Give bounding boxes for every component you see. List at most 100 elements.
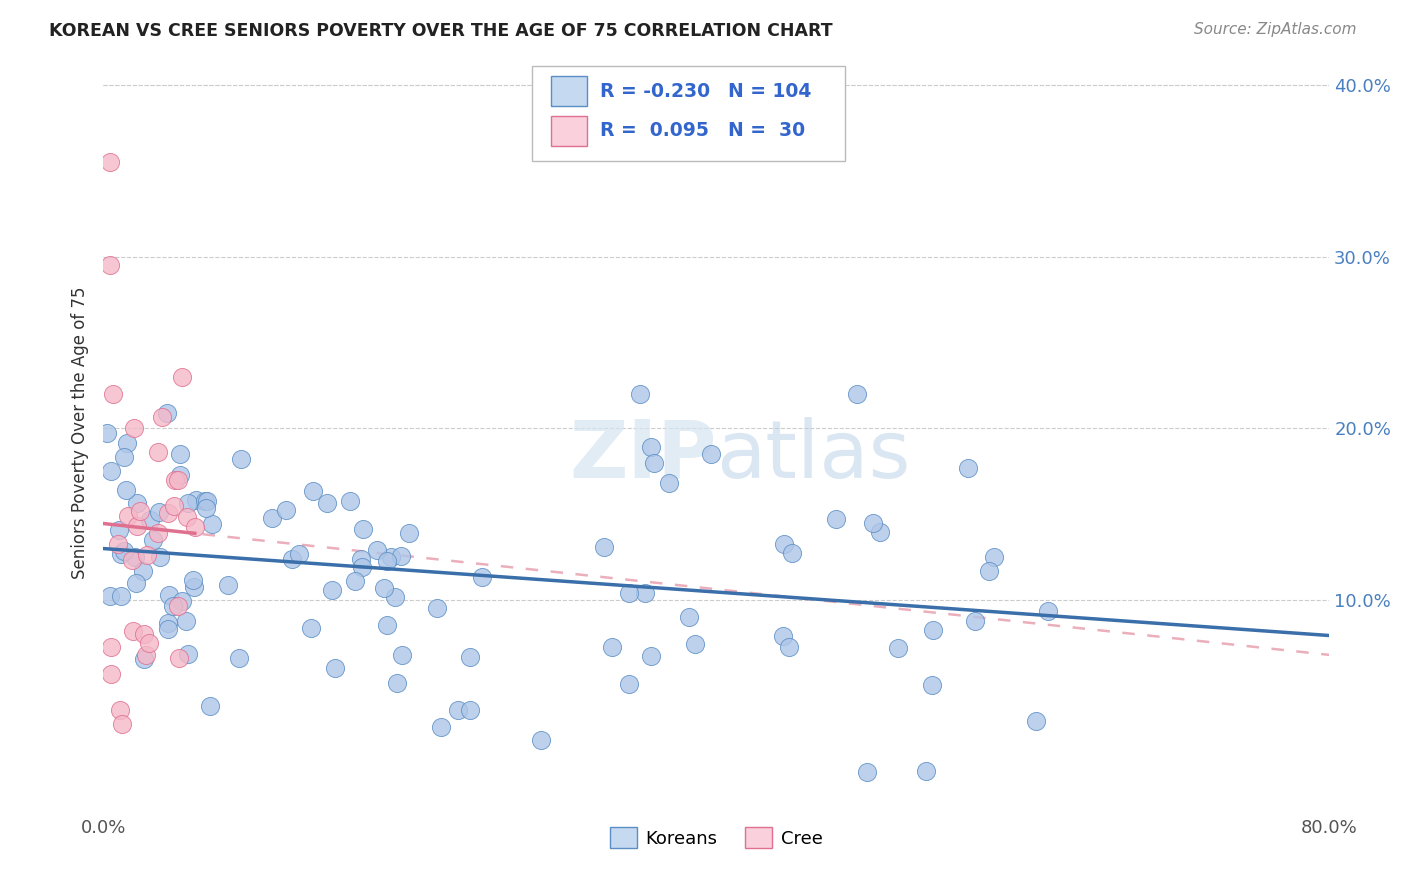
Point — [163, 499, 186, 513]
Point — [117, 509, 139, 524]
FancyBboxPatch shape — [533, 66, 845, 161]
Point — [979, 564, 1001, 578]
Point — [110, 590, 132, 604]
Point — [146, 526, 169, 541]
Point — [640, 648, 662, 663]
Point — [167, 599, 190, 614]
Point — [339, 494, 361, 508]
Point — [780, 546, 803, 560]
Point — [157, 622, 180, 636]
Point — [138, 636, 160, 650]
Point — [156, 616, 179, 631]
Point — [983, 549, 1005, 564]
Text: KOREAN VS CREE SENIORS POVERTY OVER THE AGE OF 75 CORRELATION CHART: KOREAN VS CREE SENIORS POVERTY OVER THE … — [49, 22, 832, 40]
Point — [103, 387, 125, 401]
Text: N =  30: N = 30 — [728, 121, 806, 140]
Point — [142, 533, 165, 547]
Point — [921, 623, 943, 637]
Point — [181, 573, 204, 587]
Point — [389, 549, 412, 563]
Point — [869, 524, 891, 539]
Point — [643, 456, 665, 470]
Point — [121, 552, 143, 566]
Point — [149, 550, 172, 565]
Point — [124, 549, 146, 564]
Point — [628, 387, 651, 401]
Point — [385, 676, 408, 690]
Point — [100, 640, 122, 654]
Point — [186, 492, 208, 507]
Text: R = -0.230: R = -0.230 — [600, 82, 710, 101]
Point — [174, 615, 197, 629]
Point — [150, 409, 173, 424]
Point — [683, 637, 706, 651]
Point — [915, 764, 938, 779]
Point — [157, 588, 180, 602]
Point — [156, 406, 179, 420]
Point — [617, 585, 640, 599]
Point — [640, 441, 662, 455]
Point — [134, 652, 156, 666]
Point — [115, 435, 138, 450]
Point — [184, 520, 207, 534]
Text: ZIP: ZIP — [569, 417, 716, 494]
Point — [274, 502, 297, 516]
Point — [350, 559, 373, 574]
Point — [169, 467, 191, 482]
Point — [862, 516, 884, 531]
Point — [429, 721, 451, 735]
Text: N = 104: N = 104 — [728, 82, 811, 101]
Point — [886, 641, 908, 656]
Point — [700, 447, 723, 461]
Point — [343, 574, 366, 588]
Point — [380, 550, 402, 565]
Point — [156, 506, 179, 520]
Point — [460, 703, 482, 717]
Point — [592, 540, 614, 554]
Point — [108, 703, 131, 717]
Point — [321, 582, 343, 597]
Point — [773, 536, 796, 550]
Point — [107, 537, 129, 551]
Point — [634, 585, 657, 599]
Point — [167, 650, 190, 665]
Point — [825, 512, 848, 526]
Point — [262, 511, 284, 525]
Point — [125, 518, 148, 533]
Point — [366, 543, 388, 558]
Point — [398, 525, 420, 540]
Point — [350, 552, 373, 566]
Point — [125, 496, 148, 510]
Point — [100, 667, 122, 681]
Point — [162, 599, 184, 614]
Point — [228, 650, 250, 665]
Point — [132, 626, 155, 640]
Point — [114, 483, 136, 497]
Text: R =  0.095: R = 0.095 — [600, 121, 709, 140]
Point — [170, 594, 193, 608]
Point — [302, 484, 325, 499]
Bar — [551, 76, 588, 106]
Point — [195, 494, 218, 508]
Point — [377, 554, 399, 568]
Point — [287, 548, 309, 562]
Point — [323, 661, 346, 675]
Point — [100, 464, 122, 478]
Point — [148, 504, 170, 518]
Point — [139, 512, 162, 526]
Point — [229, 452, 252, 467]
Point — [447, 703, 470, 717]
Point — [375, 618, 398, 632]
Point — [921, 677, 943, 691]
Point — [194, 494, 217, 508]
Point — [299, 620, 322, 634]
Point — [112, 450, 135, 464]
Point — [391, 648, 413, 662]
Point — [384, 591, 406, 605]
Point — [198, 698, 221, 713]
Point — [352, 522, 374, 536]
Point — [111, 717, 134, 731]
Point — [195, 501, 218, 516]
Point — [426, 600, 449, 615]
Point — [98, 155, 121, 169]
